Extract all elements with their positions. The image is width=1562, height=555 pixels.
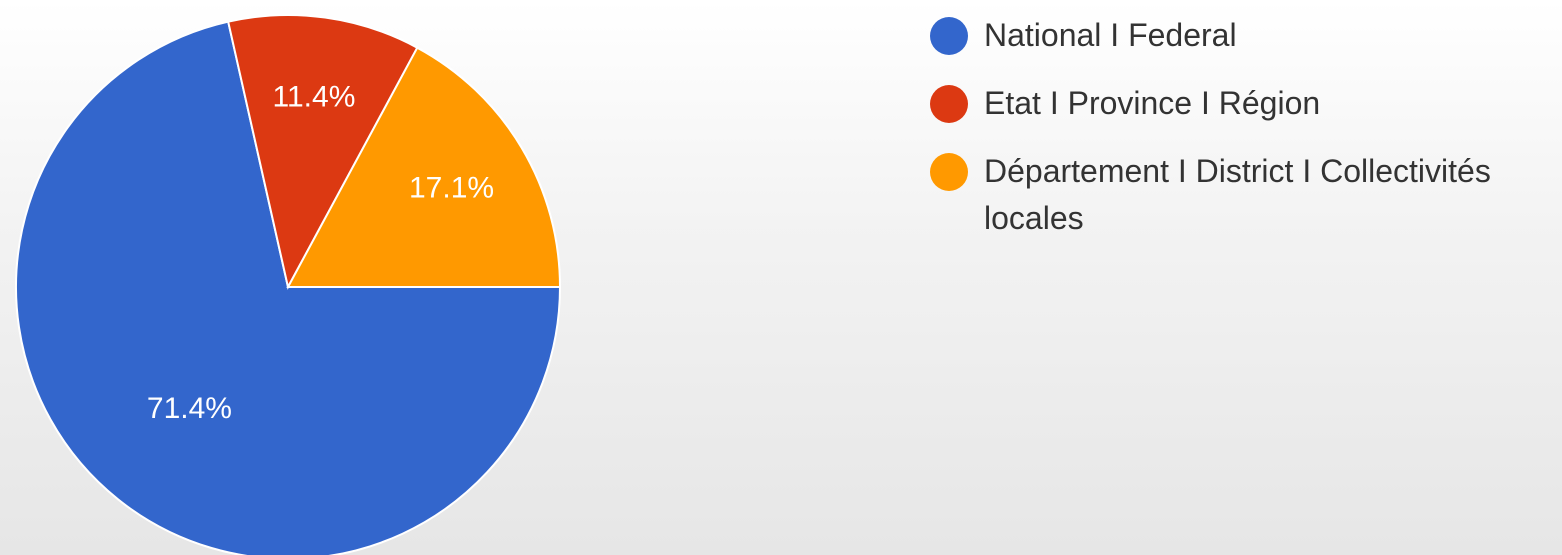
slice-label-etat-province-region: 11.4% [273, 80, 356, 113]
slice-label-departement-district: 17.1% [409, 171, 494, 204]
legend-swatch-national-federal [930, 17, 968, 55]
legend: National I Federal Etat I Province I Rég… [930, 12, 1560, 263]
pie-slice-departement-district[interactable] [286, 46, 562, 288]
legend-swatch-etat-province-region [930, 85, 968, 123]
slice-label-national-federal: 71.4% [147, 392, 232, 425]
legend-label-national-federal: National I Federal [984, 17, 1237, 53]
legend-item-departement-district[interactable]: Département I District I Collectivités l… [930, 148, 1560, 242]
legend-label-departement-district: Département I District I Collectivités l… [984, 153, 1491, 236]
legend-item-etat-province-region[interactable]: Etat I Province I Région [930, 80, 1560, 127]
legend-item-national-federal[interactable]: National I Federal [930, 12, 1560, 59]
legend-label-etat-province-region: Etat I Province I Région [984, 85, 1321, 121]
legend-swatch-departement-district [930, 153, 968, 191]
pie-slice-etat-province-region[interactable] [226, 14, 419, 290]
